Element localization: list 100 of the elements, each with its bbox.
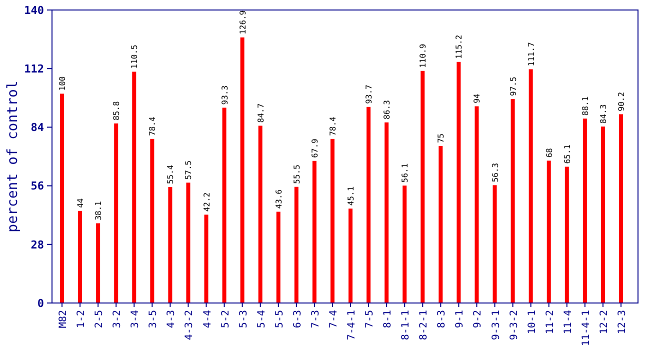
bar (132, 72, 136, 303)
bar (330, 138, 334, 303)
x-tick-label: 11-4 (562, 310, 574, 334)
data-label: 111.7 (526, 42, 536, 66)
data-label: 42.2 (202, 192, 212, 212)
bar (96, 223, 100, 303)
data-label: 43.6 (274, 189, 284, 209)
data-label: 110.9 (418, 44, 428, 68)
data-label: 126.9 (238, 10, 248, 34)
data-label: 75 (436, 133, 446, 144)
bar (474, 106, 479, 303)
bar (276, 212, 280, 303)
x-tick-label: 5-4 (256, 310, 268, 328)
bar (384, 122, 389, 303)
data-label: 97.5 (508, 76, 518, 96)
x-tick-label: 11-4-1 (580, 310, 592, 346)
bar (348, 208, 353, 303)
y-tick-label: 140 (24, 4, 44, 17)
data-label: 56.3 (490, 162, 500, 182)
y-axis-title: percent of control (5, 80, 21, 232)
bar (222, 108, 226, 303)
bar (582, 118, 587, 303)
bar (438, 146, 443, 303)
x-tick-label: 7-4 (328, 310, 340, 328)
data-label: 94 (472, 93, 482, 104)
bar (546, 160, 551, 303)
y-tick-label: 28 (30, 238, 44, 252)
x-tick-label: 5-2 (220, 310, 232, 328)
x-tick-label: 12-2 (598, 310, 610, 334)
bar (619, 114, 623, 303)
x-tick-label: 10-1 (526, 310, 538, 334)
data-label: 38.1 (94, 200, 104, 220)
data-label: 85.8 (112, 100, 122, 120)
x-tick-label: 3-2 (112, 310, 124, 328)
bar (456, 62, 461, 303)
x-tick-label: 12-3 (617, 310, 628, 334)
data-label: 100 (58, 76, 67, 91)
data-label: 88.1 (580, 96, 590, 116)
bar (60, 94, 64, 303)
data-label: 110.5 (130, 44, 140, 69)
data-label: 90.2 (617, 92, 626, 112)
data-label: 115.2 (454, 34, 464, 59)
x-tick-label: 7-5 (364, 310, 376, 328)
bar (420, 70, 425, 303)
bar (114, 123, 118, 303)
x-tick-label: 8-3 (436, 310, 448, 328)
x-tick-label: 8-1 (382, 310, 394, 328)
bar (150, 138, 154, 303)
bar (528, 69, 533, 303)
x-tick-label: 9-2 (472, 310, 484, 328)
x-tick-label: 5-5 (274, 310, 286, 328)
data-label: 55.4 (166, 164, 176, 184)
x-tick-label: 3-5 (148, 310, 160, 328)
data-label: 45.1 (346, 186, 356, 206)
bar (294, 186, 298, 303)
x-tick-label: 4-3-2 (184, 310, 196, 340)
x-tick-label: 9-3-1 (490, 310, 502, 340)
x-tick-label: 2-5 (94, 310, 106, 328)
x-tick-label: 9-1 (454, 310, 466, 328)
data-label: 84.7 (256, 103, 266, 123)
bar (204, 214, 208, 303)
data-label: 56.1 (400, 163, 410, 183)
x-tick-label: 7-4-1 (346, 310, 358, 340)
bar (510, 98, 515, 303)
y-tick-label: 84 (30, 121, 44, 134)
data-label: 55.5 (292, 164, 302, 184)
bar (240, 37, 244, 303)
x-tick-label: 8-1-1 (400, 310, 412, 340)
x-tick-label: 6-3 (292, 310, 304, 328)
x-tick-label: 4-3 (166, 310, 178, 328)
data-label: 78.4 (148, 116, 158, 136)
x-tick-label: 11-2 (544, 310, 556, 334)
x-tick-label: 1-2 (76, 310, 88, 328)
bar (186, 182, 190, 303)
x-tick-label: 9-3-2 (508, 310, 520, 340)
x-tick-label: M82 (58, 310, 69, 328)
x-tick-label: 8-2-1 (418, 310, 430, 340)
data-label: 78.4 (328, 116, 338, 136)
data-label: 68 (544, 148, 554, 158)
bar (168, 187, 172, 303)
x-tick-label: 4-4 (202, 310, 214, 328)
bar (492, 185, 497, 303)
bar (258, 126, 262, 303)
data-label: 93.3 (220, 85, 230, 105)
data-label: 67.9 (310, 138, 320, 158)
data-label: 86.3 (382, 100, 392, 120)
bar (312, 160, 316, 303)
bar (366, 106, 371, 303)
x-tick-label: 7-3 (310, 310, 322, 328)
data-label: 57.5 (184, 160, 194, 180)
data-label: 93.7 (364, 84, 374, 104)
bar (78, 210, 82, 303)
y-tick-label: 112 (24, 62, 44, 76)
data-label: 65.1 (562, 144, 572, 164)
bar (402, 186, 407, 303)
bar (600, 126, 605, 303)
x-tick-label: 3-4 (130, 310, 142, 328)
data-label: 84.3 (598, 104, 608, 124)
x-tick-label: 5-3 (238, 310, 250, 328)
y-tick-label: 56 (30, 180, 44, 193)
